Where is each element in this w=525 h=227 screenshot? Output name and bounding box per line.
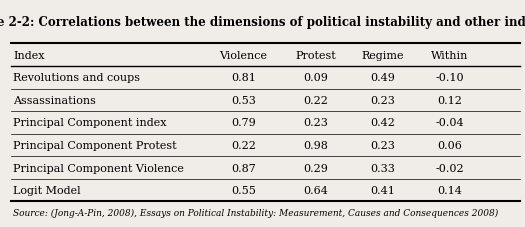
Text: 0.64: 0.64 (303, 185, 329, 195)
Text: 0.29: 0.29 (303, 163, 329, 173)
Text: Within: Within (431, 51, 468, 60)
Text: Violence: Violence (219, 51, 267, 60)
Text: 0.42: 0.42 (370, 118, 395, 128)
Text: -0.10: -0.10 (435, 73, 464, 83)
Text: 0.87: 0.87 (231, 163, 256, 173)
Text: 0.23: 0.23 (370, 96, 395, 105)
Text: 0.22: 0.22 (231, 141, 256, 150)
Text: 0.79: 0.79 (231, 118, 256, 128)
Text: 0.14: 0.14 (437, 185, 462, 195)
Text: 0.12: 0.12 (437, 96, 462, 105)
Text: Revolutions and coups: Revolutions and coups (13, 73, 140, 83)
Text: Principal Component index: Principal Component index (13, 118, 166, 128)
Text: 0.33: 0.33 (370, 163, 395, 173)
Text: 0.98: 0.98 (303, 141, 329, 150)
Text: Regime: Regime (361, 51, 404, 60)
Text: Protest: Protest (296, 51, 337, 60)
Text: -0.02: -0.02 (435, 163, 464, 173)
Text: 0.81: 0.81 (231, 73, 256, 83)
Text: 0.22: 0.22 (303, 96, 329, 105)
Text: Logit Model: Logit Model (13, 185, 81, 195)
Text: Table 2-2: Correlations between the dimensions of political instability and othe: Table 2-2: Correlations between the dime… (0, 16, 525, 29)
Text: Principal Component Protest: Principal Component Protest (13, 141, 177, 150)
Text: 0.06: 0.06 (437, 141, 462, 150)
Text: Assassinations: Assassinations (13, 96, 96, 105)
Text: 0.23: 0.23 (370, 141, 395, 150)
Text: 0.09: 0.09 (303, 73, 329, 83)
Text: 0.23: 0.23 (303, 118, 329, 128)
Text: Source: (Jong-A-Pin, 2008), Essays on Political Instability: Measurement, Causes: Source: (Jong-A-Pin, 2008), Essays on Po… (13, 208, 498, 217)
Text: -0.04: -0.04 (435, 118, 464, 128)
Text: 0.55: 0.55 (231, 185, 256, 195)
Text: 0.53: 0.53 (231, 96, 256, 105)
Text: Principal Component Violence: Principal Component Violence (13, 163, 184, 173)
Text: Index: Index (13, 51, 45, 60)
Text: 0.41: 0.41 (370, 185, 395, 195)
Text: 0.49: 0.49 (370, 73, 395, 83)
